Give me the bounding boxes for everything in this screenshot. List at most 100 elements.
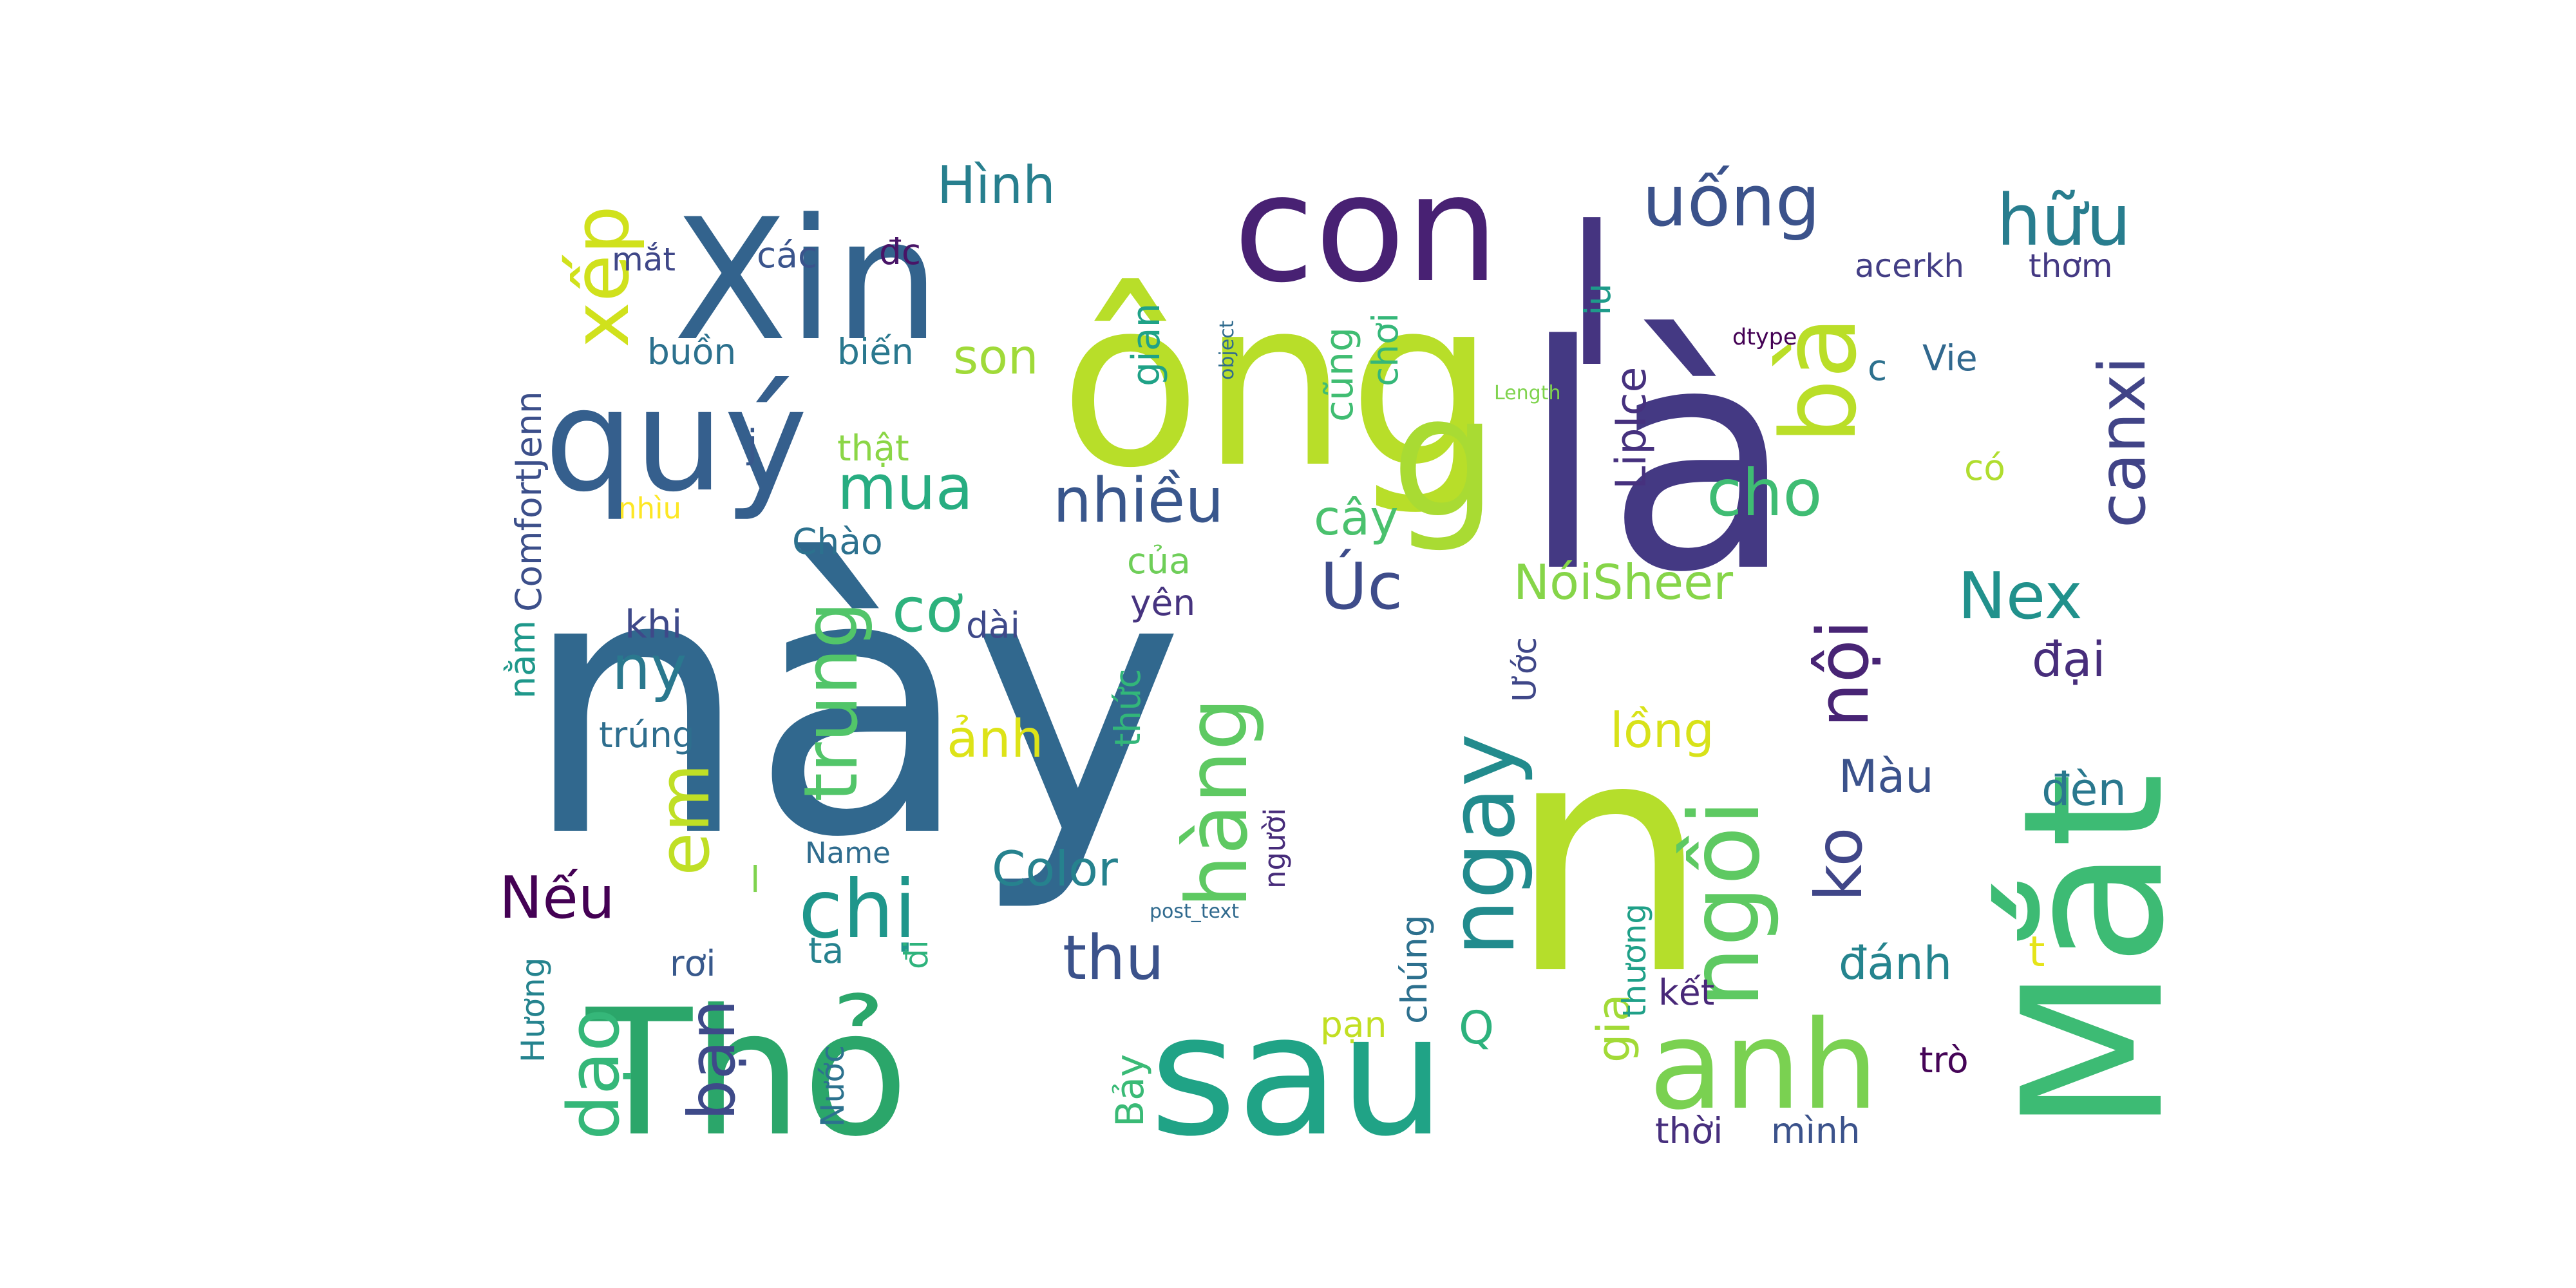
word-length-84: Length [1494,382,1560,404]
word-sau-2: sau [1150,979,1446,1173]
word-con-11: con [1233,144,1499,316]
word-nam-92: nằm [502,620,543,699]
word-roi-89: rơi [670,943,716,984]
word-thoi-50: thời [1655,1110,1723,1151]
word-cac-67: các [757,234,817,276]
word-anh-54: ảnh [947,709,1043,769]
word-minh-51: mình [1771,1110,1861,1151]
word-nguoi-76: người [1258,808,1292,889]
word-quy-10: quý [544,358,808,523]
word-name-86: Name [805,836,891,870]
word-khi-60: khi [625,602,682,647]
word-ong-7: ông [1059,249,1495,518]
word-q-53: Q [1459,1001,1494,1054]
word-yen-64: yên [1130,582,1195,623]
word-l-88: l [750,859,760,900]
word-cung-72: cũng [1317,327,1362,422]
word-xep-22: xếp [557,205,647,348]
word-xin-9: Xin [673,184,940,378]
word-thuc-74: thức [1107,668,1148,747]
word-iu-77: iu [1577,283,1618,316]
word-acerkh-78: acerkh [1855,247,1964,285]
word-thu-31: thu [1063,923,1164,994]
word-object-85: object [1216,320,1238,380]
word-trung-61: trúng [599,714,695,755]
word-tro-49: trò [1919,1039,1969,1081]
word-huu-24: hữu [1996,179,2131,261]
word-hang-14: hàng [1168,697,1266,908]
word-tho-1: Thỏ [583,972,909,1175]
word-mua-29: mua [837,453,973,524]
word-thom-79: thơm [2029,247,2113,285]
word-mat-4: Mắt [1982,773,2206,1133]
word-nex-27: Nex [1958,558,2083,634]
word-hinh-37: Hình [937,155,1056,215]
word-ko-18: ko [1801,827,1877,902]
word-that-57: thật [837,428,909,469]
word-ban-36: bạn [674,999,750,1121]
word-buon-65: buồn [647,331,736,372]
word-n-3: n [1507,670,1711,1045]
word-l-6: l [1565,185,1618,410]
word-canxi-25: canxi [2085,356,2160,528]
word-uoc-75: Ước [1506,637,1544,702]
word-neu-34: Nếu [499,864,615,932]
word-cua-63: của [1127,540,1191,582]
word-nhiu-58: nhìu [618,491,681,526]
word-gia-52: gia [1587,994,1640,1063]
word-choi-73: chơi [1365,313,1406,386]
word-c-80: c [1868,347,1887,388]
word-ny-33: ny [612,633,687,704]
word-nhieu-28: nhiều [1053,466,1224,536]
word-ta-90: ta [808,930,844,971]
word-color-39: Color [992,840,1118,897]
word-dao-35: dạo [553,1008,635,1140]
word-vie-81: Vie [1922,337,1978,379]
word-cho-26: cho [1707,455,1823,531]
word-ket-48: kết [1658,972,1714,1013]
word-g-8: g [1391,361,1497,555]
word-em-20: em [643,763,725,876]
word-post-text-87: post_text [1150,900,1239,923]
word-chung-97: chúng [1394,914,1435,1024]
word-t-47: t [2029,928,2045,976]
word-uong-23: uống [1642,160,1821,242]
word-danh-46: đánh [1839,937,1952,990]
word-ngay-15: ngay [1430,734,1535,956]
word-j-70: j [746,422,758,467]
word-la-5: là [1520,280,1795,640]
word-comfortjenn-56: ComfortJenn [508,391,549,612]
word-dai-62: dài [966,605,1020,646]
word-mat-69: mắt [612,241,676,278]
word-ba-12: bà [1759,316,1879,444]
word-dc-68: đc [879,231,921,272]
word-noisheer-40: NóiSheer [1513,554,1733,611]
word-cay-55: cây [1314,489,1399,546]
word-nay-0: này [522,497,1185,916]
word-chi-19: chị [799,863,916,956]
word-huong-93: Hương [515,958,552,1063]
word-son-38: son [953,328,1039,385]
word-di-91: đi [898,940,935,969]
word-dtype-83: dtype [1732,325,1797,350]
word-uc-30: Úc [1320,549,1403,624]
word-bay-95: Bảy [1108,1054,1153,1127]
word-anh-13: anh [1649,994,1879,1137]
word-co-82: có [1964,447,2005,488]
word-noi-17: nội [1802,620,1884,728]
word-mau-44: Màu [1839,750,1934,803]
word-nuoc-94: Nước [814,1045,851,1127]
word-ngoi-16: ngồi [1669,799,1781,1008]
word-pan-96: pạn [1320,1004,1387,1045]
word-gian-71: gian [1124,303,1169,386]
word-long-42: lồng [1610,702,1714,759]
word-bien-66: biến [837,331,914,372]
word-chao-59: Chào [792,521,883,562]
word-dai-43: đại [2032,631,2105,688]
word-lipice-41: LipIce [1607,367,1656,489]
word-co-32: cơ [892,575,963,646]
word-den-45: đèn [2041,763,2126,816]
word-trung-21: trung [788,601,875,802]
word-thuong-98: thương [1616,904,1653,1018]
